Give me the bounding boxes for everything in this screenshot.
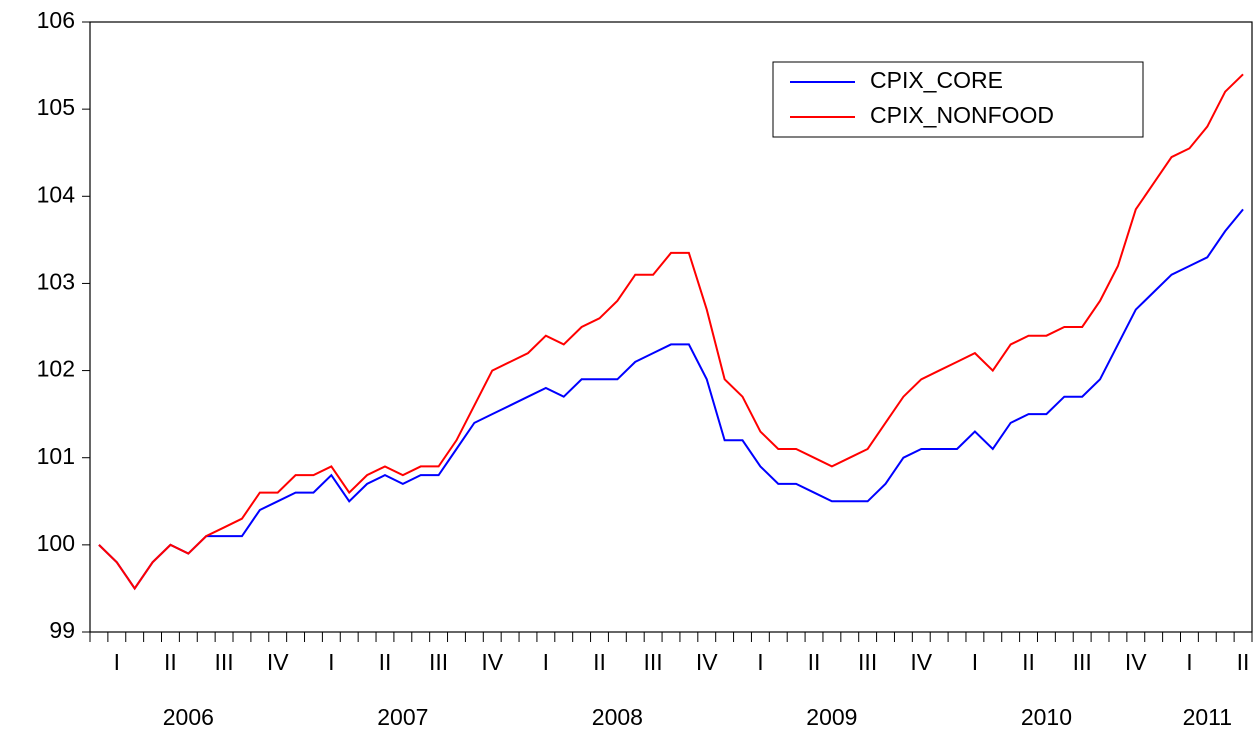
y-tick-label: 99 — [49, 617, 75, 643]
year-label: 2011 — [1183, 704, 1232, 730]
x-tick-label: III — [858, 649, 877, 675]
y-tick-label: 106 — [37, 7, 75, 33]
x-tick-label: II — [808, 649, 821, 675]
y-tick-label: 105 — [37, 94, 75, 120]
y-tick-label: 100 — [37, 530, 75, 556]
x-tick-label: III — [644, 649, 663, 675]
x-tick-label: II — [1022, 649, 1035, 675]
y-tick-label: 101 — [37, 443, 75, 469]
x-tick-label: IV — [481, 649, 503, 675]
x-tick-label: IV — [910, 649, 932, 675]
year-label: 2006 — [163, 704, 214, 730]
x-tick-label: III — [214, 649, 233, 675]
year-label: 2007 — [377, 704, 428, 730]
plot-frame — [89, 21, 1253, 633]
year-label: 2009 — [806, 704, 857, 730]
x-tick-label: II — [379, 649, 392, 675]
x-tick-label: III — [429, 649, 448, 675]
year-label: 2008 — [592, 704, 643, 730]
x-tick-label: I — [543, 649, 549, 675]
legend-box — [772, 61, 1144, 138]
x-tick-label: IV — [267, 649, 289, 675]
series-line — [98, 73, 1244, 591]
y-tick-label: 104 — [37, 181, 76, 207]
year-label: 2010 — [1021, 704, 1072, 730]
x-tick-label: I — [757, 649, 763, 675]
x-tick-label: I — [972, 649, 978, 675]
x-tick-label: IV — [1125, 649, 1147, 675]
x-tick-label: III — [1073, 649, 1092, 675]
x-tick-label: I — [114, 649, 120, 675]
legend-label: CPIX_NONFOOD — [870, 102, 1054, 128]
legend-label: CPIX_CORE — [870, 67, 1003, 93]
x-tick-label: II — [1237, 649, 1250, 675]
series-line — [98, 208, 1244, 591]
x-tick-label: I — [328, 649, 334, 675]
x-tick-label: IV — [696, 649, 718, 675]
y-tick-label: 103 — [37, 269, 75, 295]
x-tick-label: II — [593, 649, 606, 675]
x-tick-label: II — [164, 649, 177, 675]
x-tick-label: I — [1186, 649, 1192, 675]
y-tick-label: 102 — [37, 356, 75, 382]
